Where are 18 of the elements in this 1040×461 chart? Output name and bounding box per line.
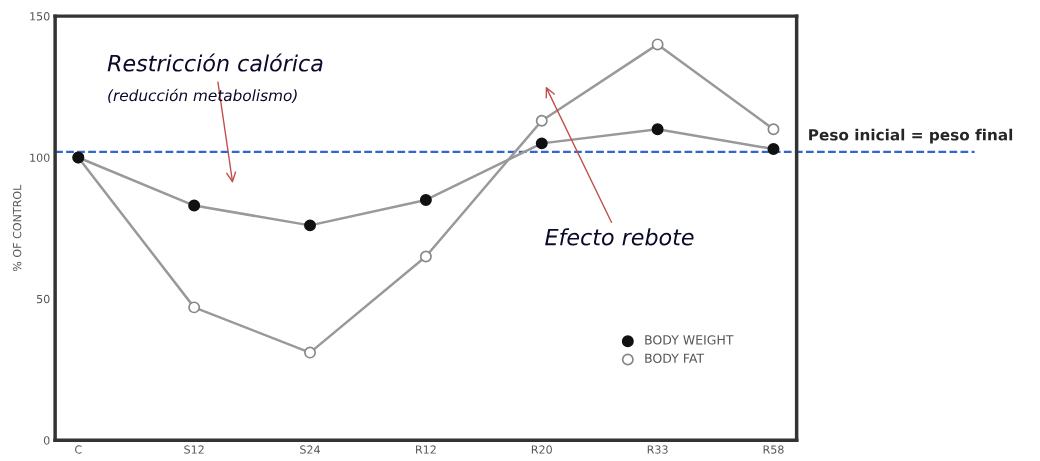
x-tick-label: R33 xyxy=(647,445,668,454)
annotation: (reducción metabolismo) xyxy=(108,88,297,103)
x-tick-label: R58 xyxy=(763,445,784,454)
x-tick-label: R12 xyxy=(416,445,436,454)
y-tick-label: 150 xyxy=(30,12,50,21)
y-tick-label: 0 xyxy=(43,436,50,445)
x-tick-label: S12 xyxy=(184,445,204,454)
x-tick-label: S24 xyxy=(300,445,320,454)
x-tick-label: R20 xyxy=(531,445,552,454)
y-tick-label: 50 xyxy=(36,294,50,304)
y-tick-label: 100 xyxy=(30,153,50,162)
x-tick-label: C xyxy=(75,445,82,454)
legend-label: BODY WEIGHT xyxy=(645,335,734,345)
y-axis-title: % OF CONTROL xyxy=(12,184,22,272)
legend-label: BODY FAT xyxy=(645,353,705,363)
annotation: Restricción calórica xyxy=(107,53,323,72)
ref-line-label: Peso inicial = peso final xyxy=(809,128,1013,144)
annotation: Efecto rebote xyxy=(545,228,694,246)
